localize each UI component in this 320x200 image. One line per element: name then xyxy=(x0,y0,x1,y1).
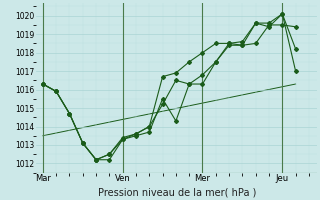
X-axis label: Pression niveau de la mer( hPa ): Pression niveau de la mer( hPa ) xyxy=(98,187,256,197)
